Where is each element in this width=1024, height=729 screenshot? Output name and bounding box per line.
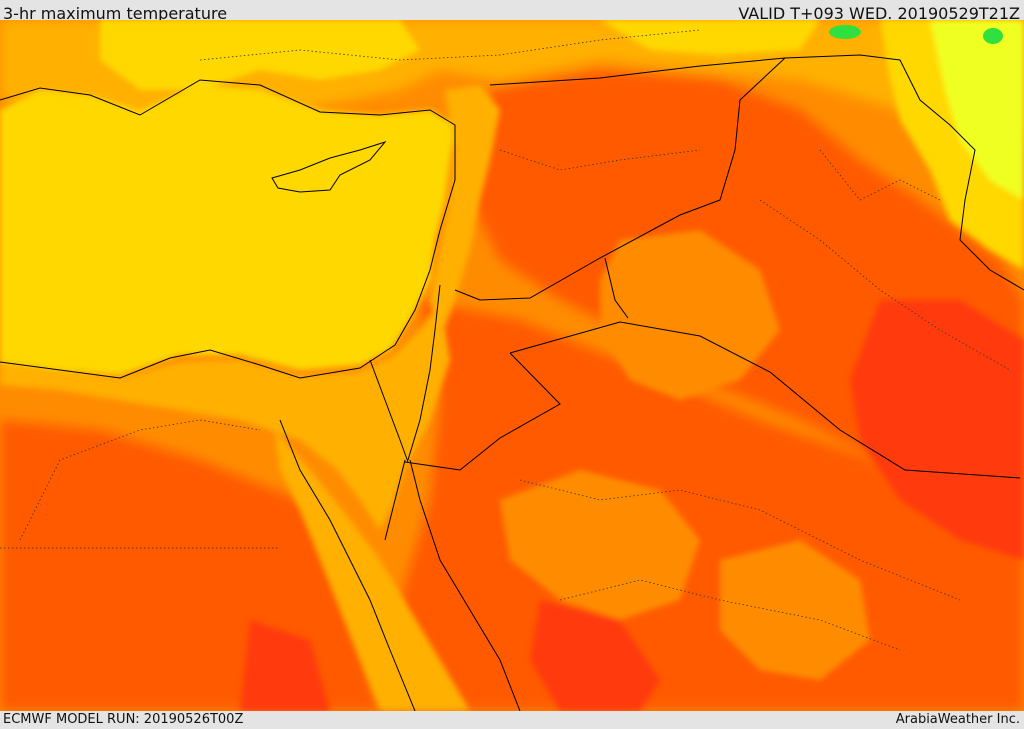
iran-border <box>784 54 1024 291</box>
map-title: 3-hr maximum temperature <box>3 4 228 23</box>
africa-red <box>240 620 330 711</box>
valid-time: VALID T+093 WED. 20190529T21Z <box>738 4 1020 23</box>
syria-iraq-border <box>454 57 787 301</box>
green-spot-1 <box>829 25 861 39</box>
sinai <box>300 385 410 530</box>
red-sea <box>275 430 470 711</box>
iran-admin <box>819 149 941 201</box>
iraq-center <box>600 230 780 400</box>
credit: ArabiaWeather Inc. <box>895 712 1020 727</box>
saudi-border-north <box>509 321 1021 479</box>
gulf-of-aqaba <box>384 459 406 541</box>
iran-yellowgreen <box>930 20 1024 200</box>
green-spot-2 <box>983 28 1003 44</box>
red-sea-coast-west <box>279 419 416 711</box>
iraq-admin <box>759 199 1011 371</box>
saudi-jordan-west <box>404 352 561 471</box>
cyprus <box>271 141 387 193</box>
turkey-yellow <box>100 20 420 90</box>
syria-admin <box>499 149 701 171</box>
egypt-west <box>369 359 409 463</box>
gulf-red <box>850 300 1024 560</box>
jordan-saudi-border <box>604 257 629 319</box>
red-sea-coast-east <box>409 459 521 711</box>
med-coastline <box>0 79 456 379</box>
model-run: ECMWF MODEL RUN: 20190526T00Z <box>3 712 244 727</box>
saudi-admin-1 <box>519 479 961 601</box>
arabia-south-red <box>530 600 660 711</box>
levant-coast <box>430 85 500 340</box>
arabia-center-2 <box>720 540 870 680</box>
jordan-river <box>407 284 441 461</box>
mediterranean-sea <box>0 85 455 375</box>
turkey-yellow-2 <box>600 20 820 55</box>
saudi-admin-2 <box>559 579 901 651</box>
temperature-map <box>0 20 1024 711</box>
